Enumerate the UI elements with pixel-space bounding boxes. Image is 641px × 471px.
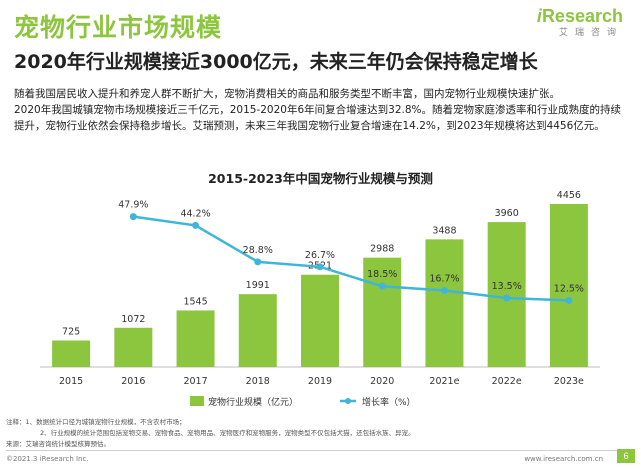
- growth-point-2016: [129, 213, 137, 221]
- legend-line-marker: [345, 398, 351, 404]
- legend-line-label: 增长率（%）: [362, 396, 416, 408]
- x-tick-label: 2020: [370, 376, 394, 387]
- x-tick-label: 2015: [59, 376, 83, 387]
- bar-2021e: [425, 239, 464, 367]
- footnotes: 注释：1、数据统计口径为城镇宠物行业规模，不含农村市场； 2、行业规模的统计范围…: [6, 417, 415, 450]
- chart-title: 2015-2023年中国宠物行业规模与预测: [208, 171, 433, 186]
- bar-value-label: 1072: [121, 314, 145, 325]
- growth-rate-label: 18.5%: [367, 269, 397, 280]
- bar-value-label: 2988: [370, 244, 394, 255]
- bar-2020: [363, 257, 402, 367]
- bar-2022e: [487, 222, 526, 367]
- page-subtitle: 2020年行业规模接近3000亿元，未来三年仍会保持稳定增长: [14, 51, 538, 73]
- bar-2017: [176, 310, 215, 367]
- growth-point-2021e: [440, 286, 448, 294]
- copyright: ©2021.3 iResearch Inc.: [6, 455, 89, 463]
- source-note: 来源：艾瑞咨询统计模型核算预估。: [6, 440, 110, 448]
- x-tick-label: 2018: [246, 376, 270, 387]
- growth-point-2017: [192, 221, 200, 229]
- bar-2015: [52, 340, 91, 367]
- bar-value-label: 725: [62, 326, 80, 337]
- bar-2016: [114, 327, 153, 367]
- bar-2023e: [549, 203, 588, 367]
- x-tick-label: 2021e: [429, 376, 459, 387]
- bar-value-label: 4456: [557, 190, 581, 201]
- growth-rate-label: 13.5%: [492, 281, 522, 292]
- bar-value-label: 3960: [495, 208, 519, 219]
- growth-point-2022e: [503, 294, 511, 302]
- growth-rate-label: 47.9%: [118, 200, 148, 211]
- growth-rate-label: 44.2%: [180, 208, 210, 219]
- bar-value-label: 1991: [246, 280, 270, 291]
- website-url: www.iresearch.com.cn: [524, 455, 603, 463]
- growth-rate-label: 28.8%: [243, 245, 273, 256]
- page-number: 6: [617, 449, 635, 463]
- logo-subtext: 艾瑞咨询: [558, 28, 623, 38]
- summary-line-1: 随着我国居民收入提升和养宠人群不断扩大，宠物消费相关的商品和服务类型不断丰富，国…: [14, 88, 560, 100]
- bar-2019: [301, 274, 339, 367]
- growth-rate-line: [133, 215, 569, 302]
- growth-point-2018: [254, 258, 262, 266]
- summary-line-2: 2020年我国城镇宠物市场规模接近三千亿元，2015-2020年6年间复合增速达…: [14, 104, 621, 132]
- page-title: 宠物行业市场规模: [14, 13, 223, 42]
- legend-bar-swatch: [190, 396, 204, 406]
- summary-paragraph: 随着我国居民收入提升和养宠人群不断扩大，宠物消费相关的商品和服务类型不断丰富，国…: [14, 86, 626, 134]
- footnote-1: 注释：1、数据统计口径为城镇宠物行业规模，不含农村市场；: [6, 418, 186, 426]
- growth-rate-label: 26.7%: [305, 250, 335, 261]
- x-tick-label: 2016: [121, 376, 145, 387]
- footer-divider: [6, 450, 635, 451]
- bar-value-label: 3488: [432, 225, 456, 236]
- legend-bar-label: 宠物行业规模（亿元）: [208, 396, 298, 408]
- growth-point-2020: [378, 282, 386, 290]
- x-tick-label: 2023e: [554, 376, 584, 387]
- growth-rate-label: 16.7%: [429, 273, 459, 284]
- bar-2018: [238, 294, 277, 367]
- x-tick-label: 2017: [183, 376, 207, 387]
- x-tick-label: 2019: [308, 376, 332, 387]
- iresearch-logo: iResearch 艾瑞咨询: [537, 6, 623, 38]
- logo-wordmark: iResearch: [536, 6, 623, 26]
- footnote-2: 2、行业规模的统计范围包括宠物交易、宠物食品、宠物用品、宠物医疗和宠物服务，宠物…: [40, 429, 415, 437]
- growth-rate-label: 12.5%: [554, 283, 584, 294]
- bar-value-label: 1545: [183, 296, 207, 307]
- x-tick-label: 2022e: [492, 376, 522, 387]
- growth-point-2023e: [565, 296, 573, 304]
- growth-point-2019: [316, 263, 324, 271]
